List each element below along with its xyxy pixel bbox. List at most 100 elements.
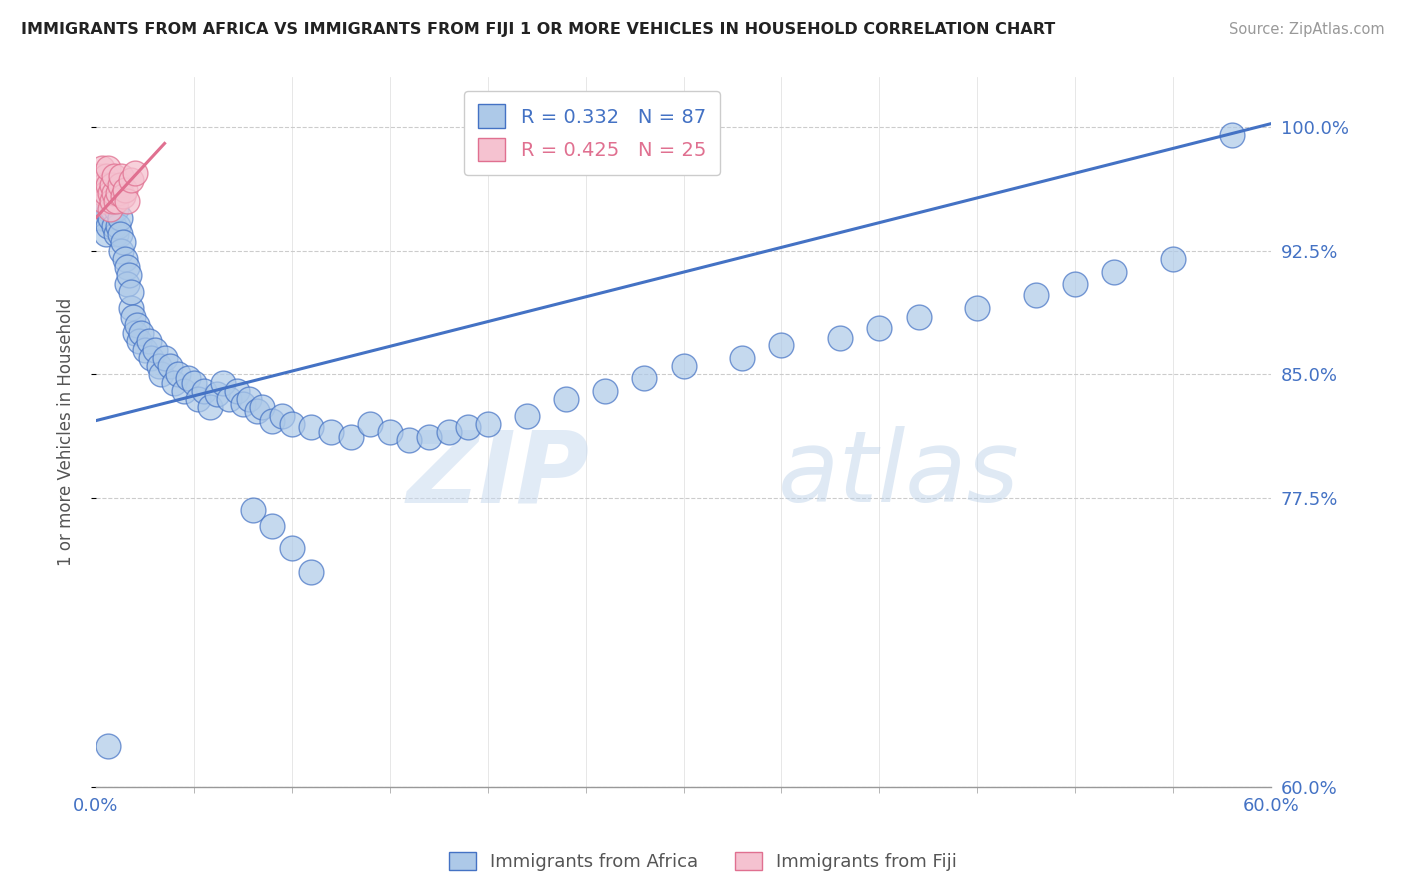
Point <box>830 331 852 345</box>
Point <box>89 211 111 225</box>
Point <box>868 321 890 335</box>
Point <box>339 430 361 444</box>
Point <box>108 227 131 242</box>
Point <box>271 409 294 423</box>
Point <box>232 397 254 411</box>
Point <box>1104 265 1126 279</box>
Point <box>107 186 129 200</box>
Point <box>218 392 240 406</box>
Point <box>148 359 170 373</box>
Point <box>242 502 264 516</box>
Point <box>1064 277 1087 291</box>
Point <box>103 169 125 184</box>
Point <box>966 301 988 316</box>
Point <box>90 194 112 209</box>
Point <box>118 268 141 283</box>
Point <box>672 359 695 373</box>
Point <box>398 434 420 448</box>
Point <box>129 326 152 340</box>
Point <box>139 351 162 365</box>
Point <box>100 202 122 217</box>
Legend: Immigrants from Africa, Immigrants from Fiji: Immigrants from Africa, Immigrants from … <box>441 845 965 879</box>
Point <box>103 219 125 233</box>
Point <box>301 566 323 580</box>
Point <box>122 310 145 324</box>
Legend: R = 0.332   N = 87, R = 0.425   N = 25: R = 0.332 N = 87, R = 0.425 N = 25 <box>464 91 720 175</box>
Point <box>252 401 274 415</box>
Point <box>359 417 381 431</box>
Point <box>477 417 499 431</box>
Point <box>1025 288 1047 302</box>
Point <box>97 186 120 200</box>
Point <box>238 392 260 406</box>
Text: ZIP: ZIP <box>406 426 589 524</box>
Point <box>120 285 142 299</box>
Point <box>112 189 135 203</box>
Point <box>120 172 142 186</box>
Point <box>114 183 136 197</box>
Point <box>593 384 616 398</box>
Point <box>378 425 401 439</box>
Point <box>124 326 146 340</box>
Point <box>457 420 479 434</box>
Point <box>301 420 323 434</box>
Point <box>90 161 112 176</box>
Point <box>93 194 115 209</box>
Point <box>770 337 793 351</box>
Point <box>104 202 127 217</box>
Text: atlas: atlas <box>778 426 1019 524</box>
Point <box>262 414 284 428</box>
Point <box>319 425 342 439</box>
Point <box>183 376 205 390</box>
Point <box>110 169 132 184</box>
Point <box>98 211 121 225</box>
Point <box>107 219 129 233</box>
Point <box>159 359 181 373</box>
Point <box>97 178 120 192</box>
Point <box>97 739 120 753</box>
Text: Source: ZipAtlas.com: Source: ZipAtlas.com <box>1229 22 1385 37</box>
Point <box>212 376 235 390</box>
Point <box>281 541 304 555</box>
Point <box>120 301 142 316</box>
Point <box>246 403 269 417</box>
Point <box>1161 252 1184 266</box>
Point <box>127 318 149 332</box>
Point <box>104 227 127 242</box>
Point <box>117 277 139 291</box>
Point <box>110 244 132 258</box>
Point <box>907 310 929 324</box>
Point <box>114 252 136 266</box>
Point <box>98 186 121 200</box>
Point <box>149 368 172 382</box>
Point <box>262 519 284 533</box>
Point <box>90 186 112 200</box>
Point <box>100 178 122 192</box>
Point <box>100 194 122 209</box>
Point <box>98 202 121 217</box>
Point <box>177 370 200 384</box>
Point <box>731 351 754 365</box>
Point <box>97 219 120 233</box>
Point <box>93 178 115 192</box>
Point <box>633 370 655 384</box>
Point <box>112 235 135 250</box>
Point <box>89 169 111 184</box>
Point <box>187 392 209 406</box>
Point <box>94 227 117 242</box>
Y-axis label: 1 or more Vehicles in Household: 1 or more Vehicles in Household <box>58 298 75 566</box>
Point <box>87 178 110 192</box>
Point <box>226 384 249 398</box>
Text: IMMIGRANTS FROM AFRICA VS IMMIGRANTS FROM FIJI 1 OR MORE VEHICLES IN HOUSEHOLD C: IMMIGRANTS FROM AFRICA VS IMMIGRANTS FRO… <box>21 22 1056 37</box>
Point <box>93 211 115 225</box>
Point <box>94 202 117 217</box>
Point <box>418 430 440 444</box>
Point <box>167 368 190 382</box>
Point <box>117 260 139 275</box>
Point <box>94 169 117 184</box>
Point <box>198 401 221 415</box>
Point <box>108 211 131 225</box>
Point <box>128 334 150 349</box>
Point <box>207 387 229 401</box>
Point <box>516 409 538 423</box>
